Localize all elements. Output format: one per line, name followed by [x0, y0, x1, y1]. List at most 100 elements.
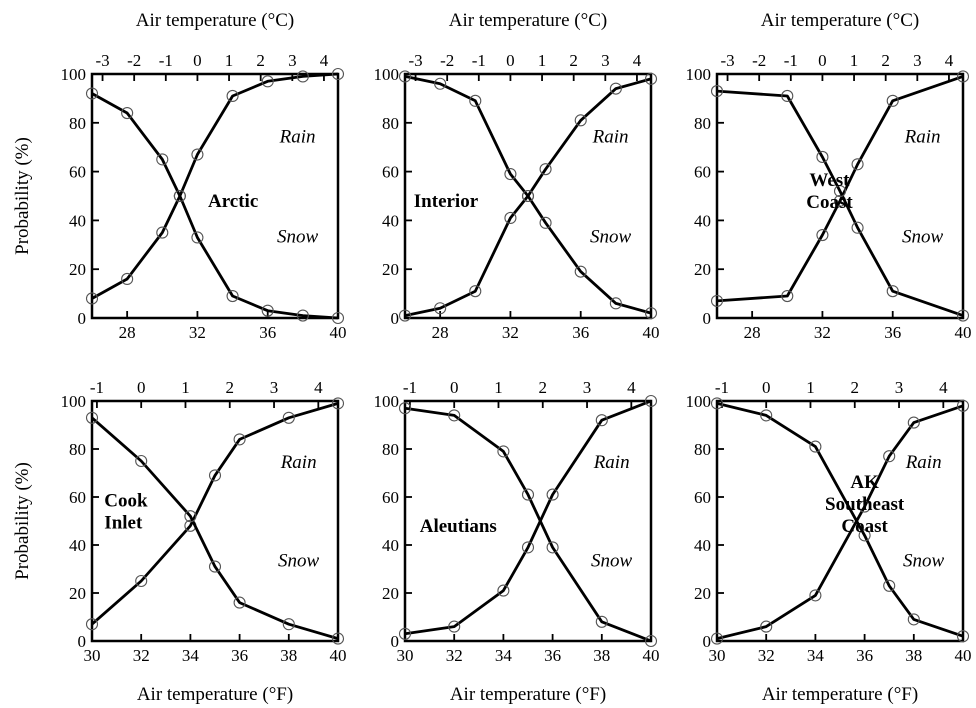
x2-tick-label: 3	[913, 51, 922, 70]
data-point-snow	[886, 285, 899, 298]
series-line-snow	[404, 406, 652, 643]
series-label-rain: Rain	[592, 126, 629, 147]
x-tick-label: 30	[397, 646, 414, 665]
data-point-snow	[208, 560, 222, 573]
data-point-rain	[710, 294, 724, 307]
data-point-rain	[398, 309, 412, 322]
data-point-rain	[546, 488, 559, 501]
y-tick-label: 100	[374, 65, 400, 84]
x-tick-label: 32	[814, 323, 831, 342]
x2-tick-label: 2	[539, 378, 548, 397]
y-tick-label: 100	[686, 392, 712, 411]
x-tick-label: 34	[182, 646, 200, 665]
x-tick-label: 36	[231, 646, 248, 665]
series-line-snow	[404, 75, 652, 315]
x2-tick-label: 3	[288, 51, 297, 70]
series-label-snow: Snow	[903, 551, 945, 572]
x2-tick-label: 1	[494, 378, 503, 397]
data-point-snow	[331, 632, 345, 645]
data-point-snow	[858, 529, 871, 542]
y-tick-label: 80	[694, 440, 711, 459]
data-point-snow	[434, 77, 447, 90]
x-tick-label: 36	[259, 323, 276, 342]
data-point-rain	[296, 70, 309, 83]
series-line-rain	[404, 399, 652, 636]
y-tick-label: 60	[69, 488, 86, 507]
x2-tick-label: 4	[320, 51, 329, 70]
x-tick-label: 40	[955, 646, 972, 665]
data-point-snow	[85, 411, 99, 424]
data-point-snow	[156, 153, 169, 166]
series-label-rain: Rain	[279, 126, 316, 147]
bottom-axis-title: Air temperature (°F)	[762, 684, 918, 705]
x-tick-label: 38	[905, 646, 922, 665]
data-point-rain	[282, 411, 295, 424]
x2-tick-label: -1	[472, 51, 486, 70]
y-tick-label: 40	[382, 536, 399, 555]
y-tick-label: 0	[78, 632, 87, 651]
x2-tick-label: 4	[314, 378, 323, 397]
x-tick-label: 28	[119, 323, 136, 342]
top-axis-title: Air temperature (°C)	[761, 10, 919, 31]
data-point-snow	[233, 596, 246, 609]
x2-tick-label: 2	[226, 378, 235, 397]
x2-tick-label: -1	[403, 378, 417, 397]
region-label: Coast	[806, 192, 853, 213]
series-line-snow	[91, 92, 339, 320]
y-tick-label: 20	[69, 584, 86, 603]
data-point-rain	[956, 70, 970, 83]
x2-tick-label: 4	[939, 378, 948, 397]
data-point-snow	[816, 150, 829, 164]
y-tick-label: 100	[61, 65, 87, 84]
region-label: Southeast	[825, 494, 905, 515]
x2-tick-label: 0	[137, 378, 146, 397]
data-point-snow	[710, 85, 724, 98]
data-point-snow	[121, 106, 134, 120]
data-point-snow	[809, 440, 822, 453]
x-tick-label: 40	[330, 646, 347, 665]
data-point-snow	[710, 397, 724, 410]
x-tick-label: 32	[446, 646, 463, 665]
chart-panel-2: 0 20 40 60 80 100 28 32 36 40 -3 -2 -1 0 1 2 3 4 Air tempe…	[374, 10, 660, 342]
x-tick-label: 30	[84, 646, 101, 665]
y-tick-label: 60	[382, 163, 399, 182]
x-tick-label: 28	[744, 323, 761, 342]
data-point-snow	[85, 87, 99, 100]
region-label: AK	[850, 472, 879, 493]
x2-tick-label: 1	[225, 51, 234, 70]
region-label: Interior	[414, 191, 479, 212]
x2-tick-label: 0	[506, 51, 515, 70]
data-point-snow	[539, 216, 552, 229]
series-label-snow: Snow	[590, 226, 632, 247]
data-point-rain	[331, 397, 345, 410]
series-label-rain: Rain	[280, 452, 317, 473]
data-point-snow	[398, 70, 412, 83]
data-point-snow	[521, 488, 535, 501]
chart-panel-1: 0 20 40 60 80 100 28 32 36 40 -3 -2 -1 0 1 2 3 4 Air tempe…	[12, 10, 347, 342]
x-tick-label: 32	[133, 646, 150, 665]
y-tick-label: 40	[382, 211, 399, 230]
x2-tick-label: 3	[583, 378, 592, 397]
data-point-snow	[504, 167, 517, 181]
x-tick-label: 38	[593, 646, 610, 665]
series-label-rain: Rain	[905, 452, 942, 473]
x-tick-label: 28	[432, 323, 449, 342]
data-point-rain	[448, 620, 461, 633]
region-label: West	[809, 170, 850, 191]
region-label: Cook	[104, 490, 148, 511]
x2-tick-label: 1	[181, 378, 190, 397]
x-tick-label: 40	[643, 646, 660, 665]
y-tick-label: 20	[382, 260, 399, 279]
y-tick-label: 60	[694, 163, 711, 182]
x2-tick-label: 1	[806, 378, 815, 397]
x2-tick-label: 1	[850, 51, 859, 70]
y-tick-label: 0	[703, 309, 712, 328]
data-point-rain	[809, 589, 822, 602]
x2-tick-label: 0	[762, 378, 771, 397]
data-point-rain	[644, 72, 658, 85]
series-line-rain	[91, 72, 339, 300]
x2-tick-label: 2	[569, 51, 578, 70]
data-point-rain	[191, 148, 204, 161]
